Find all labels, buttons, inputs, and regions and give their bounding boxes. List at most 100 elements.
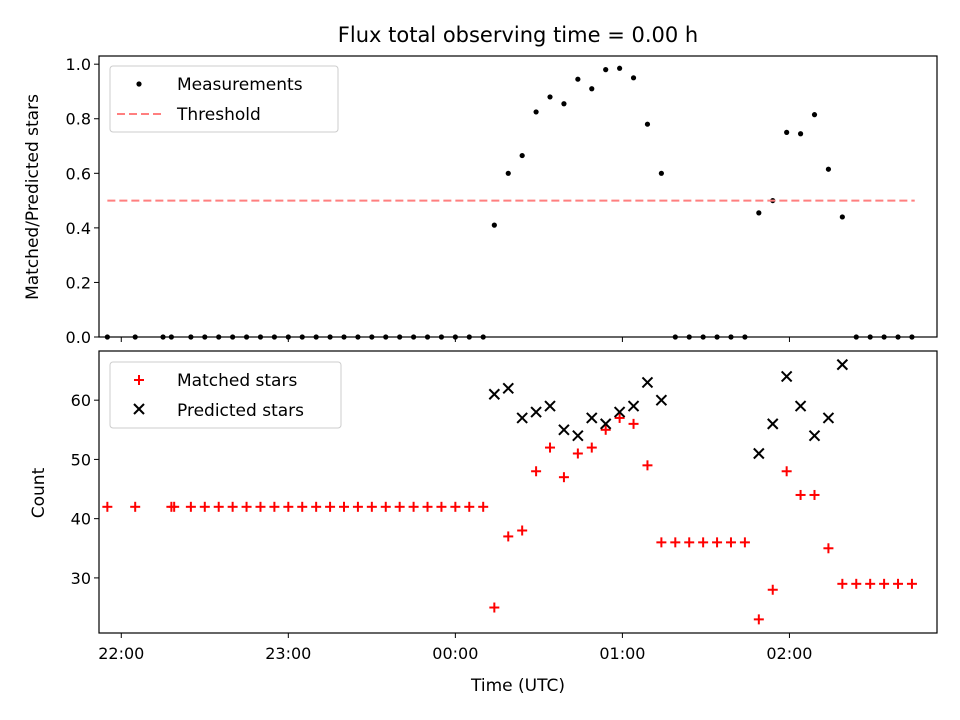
bottom-chart-matched-point bbox=[586, 442, 597, 453]
bottom-chart-matched-point bbox=[545, 442, 556, 453]
bottom-chart-matched-point bbox=[325, 501, 336, 512]
bottom-chart-matched-point bbox=[489, 602, 500, 613]
top-chart-measurement-point bbox=[575, 76, 581, 82]
top-chart-title: Flux total observing time = 0.00 h bbox=[338, 23, 698, 47]
bottom-chart-matched-point bbox=[656, 537, 667, 548]
top-chart-measurement-point bbox=[630, 75, 637, 81]
bottom-chart-predicted-point bbox=[641, 376, 654, 389]
bottom-chart-matched-point bbox=[809, 489, 820, 500]
bottom-chart-matched-point bbox=[408, 501, 419, 512]
top-chart-measurement-point bbox=[756, 210, 762, 216]
bottom-chart-frame bbox=[98, 350, 938, 634]
bottom-chart-matched-point bbox=[893, 578, 904, 589]
bottom-chart-matched-point bbox=[185, 501, 196, 512]
top-chart-measurement-point bbox=[617, 65, 623, 71]
bottom-chart-matched-point bbox=[311, 501, 322, 512]
bottom-chart-matched-point bbox=[642, 460, 653, 471]
bottom-chart-matched-point bbox=[464, 501, 475, 512]
bottom-chart-matched-point bbox=[380, 501, 391, 512]
bottom-chart-matched-point bbox=[531, 466, 542, 477]
bottom-chart-matched-point bbox=[670, 537, 681, 548]
top-chart-measurement-point bbox=[811, 112, 818, 118]
bottom-chart-predicted-point bbox=[502, 382, 514, 395]
top-chart-measurement-point bbox=[839, 214, 845, 220]
bottom-chart-matched-point bbox=[422, 501, 433, 512]
bottom-chart-matched-point bbox=[478, 501, 489, 512]
bottom-chart-matched-point bbox=[255, 501, 266, 512]
bottom-chart-matched-point bbox=[241, 501, 252, 512]
bottom-chart-matched-point bbox=[199, 501, 210, 512]
top-chart-measurement-point bbox=[561, 101, 567, 107]
top-chart-measurement-point bbox=[658, 170, 664, 176]
top-chart-series-0 bbox=[104, 65, 915, 340]
bottom-chart-matched-point bbox=[823, 543, 834, 554]
bottom-chart-predicted-point bbox=[655, 394, 668, 406]
bottom-chart-matched-point bbox=[517, 525, 528, 536]
bottom-chart-matched-point bbox=[169, 501, 180, 512]
bottom-chart-predicted-point bbox=[558, 424, 570, 436]
bottom-chart-matched-point bbox=[213, 501, 224, 512]
bottom-chart-x-axis-label: Time (UTC) bbox=[470, 676, 565, 696]
top-chart-y-tick-label: 0.0 bbox=[66, 328, 91, 347]
top-chart-measurement-point bbox=[603, 67, 609, 73]
top-chart-measurement-point bbox=[505, 170, 511, 176]
bottom-chart-matched-point bbox=[684, 537, 695, 548]
bottom-chart-y-tick-label: 50 bbox=[71, 450, 91, 469]
bottom-chart-predicted-point bbox=[780, 370, 793, 383]
legend-matched-marker bbox=[134, 375, 144, 385]
top-legend-frame bbox=[109, 65, 339, 133]
bottom-chart-matched-point bbox=[503, 531, 514, 542]
bottom-chart-predicted-point bbox=[572, 430, 584, 442]
top-chart-measurement-point bbox=[547, 94, 553, 100]
bottom-chart-matched-point bbox=[781, 466, 792, 477]
bottom-chart-predicted-point bbox=[516, 412, 528, 424]
top-chart-y-tick-label: 0.8 bbox=[66, 110, 91, 129]
bottom-chart-matched-point bbox=[436, 501, 447, 512]
bottom-chart-matched-point bbox=[795, 489, 806, 500]
bottom-chart-matched-point bbox=[450, 501, 461, 512]
bottom-chart-axes: 30 40 50 60 22:00 23:00 00:00 01:00 02:00 bbox=[71, 350, 938, 663]
bottom-chart-predicted-point bbox=[836, 358, 849, 371]
bottom-chart-x-tick-label: 00:00 bbox=[432, 644, 478, 663]
top-chart-measurement-point bbox=[644, 121, 651, 127]
bottom-chart-x-tick-label: 23:00 bbox=[265, 644, 311, 663]
top-chart-y-axis-label: Matched/Predicted stars bbox=[23, 94, 43, 300]
bottom-chart-predicted-point bbox=[808, 430, 821, 442]
bottom-chart-matched-point bbox=[366, 501, 377, 512]
top-chart-measurement-point bbox=[589, 86, 595, 92]
bottom-chart-matched-point bbox=[614, 412, 625, 423]
bottom-chart-matched-point bbox=[906, 578, 917, 589]
bottom-chart-matched-point bbox=[102, 501, 113, 512]
bottom-chart-matched-point bbox=[394, 501, 405, 512]
bottom-chart-matched-point bbox=[572, 448, 583, 459]
bottom-chart-predicted-point bbox=[794, 400, 807, 412]
bottom-chart-y-tick-label: 40 bbox=[71, 510, 91, 529]
bottom-chart-predicted-point bbox=[530, 406, 542, 418]
bottom-chart-matched-point bbox=[283, 501, 294, 512]
bottom-chart-matched-point bbox=[837, 578, 848, 589]
bottom-chart-matched-point bbox=[767, 584, 778, 595]
legend-matched-label: Matched stars bbox=[177, 371, 297, 391]
bottom-chart-x-tick-label: 22:00 bbox=[98, 644, 144, 663]
bottom-chart-matched-point bbox=[628, 418, 639, 429]
bottom-chart-predicted-point bbox=[613, 406, 626, 418]
bottom-chart-matched-point bbox=[753, 614, 764, 625]
bottom-chart-predicted-point bbox=[599, 418, 612, 430]
bottom-chart-matched-point bbox=[725, 537, 736, 548]
bottom-chart-y-axis-label: Count bbox=[29, 467, 49, 518]
top-chart-measurement-point bbox=[784, 129, 790, 135]
bottom-chart-predicted-point bbox=[586, 412, 598, 424]
top-chart-axes: 0.0 0.2 0.4 0.6 0.8 1.0 bbox=[66, 55, 938, 347]
top-chart-y-tick-label: 1.0 bbox=[66, 55, 91, 74]
bottom-chart-y-tick-label: 30 bbox=[71, 569, 91, 588]
bottom-chart-predicted-point bbox=[822, 412, 835, 424]
bottom-chart-matched-point bbox=[227, 501, 238, 512]
bottom-chart-matched-point bbox=[739, 537, 750, 548]
bottom-chart-matched-point bbox=[558, 472, 569, 483]
bottom-chart-matched-point bbox=[600, 424, 611, 435]
legend-threshold-label: Threshold bbox=[176, 105, 261, 125]
bottom-chart-matched-point bbox=[297, 501, 308, 512]
bottom-chart-legend: Matched stars Predicted stars bbox=[109, 361, 342, 429]
top-chart-legend: Measurements Threshold bbox=[109, 65, 339, 133]
